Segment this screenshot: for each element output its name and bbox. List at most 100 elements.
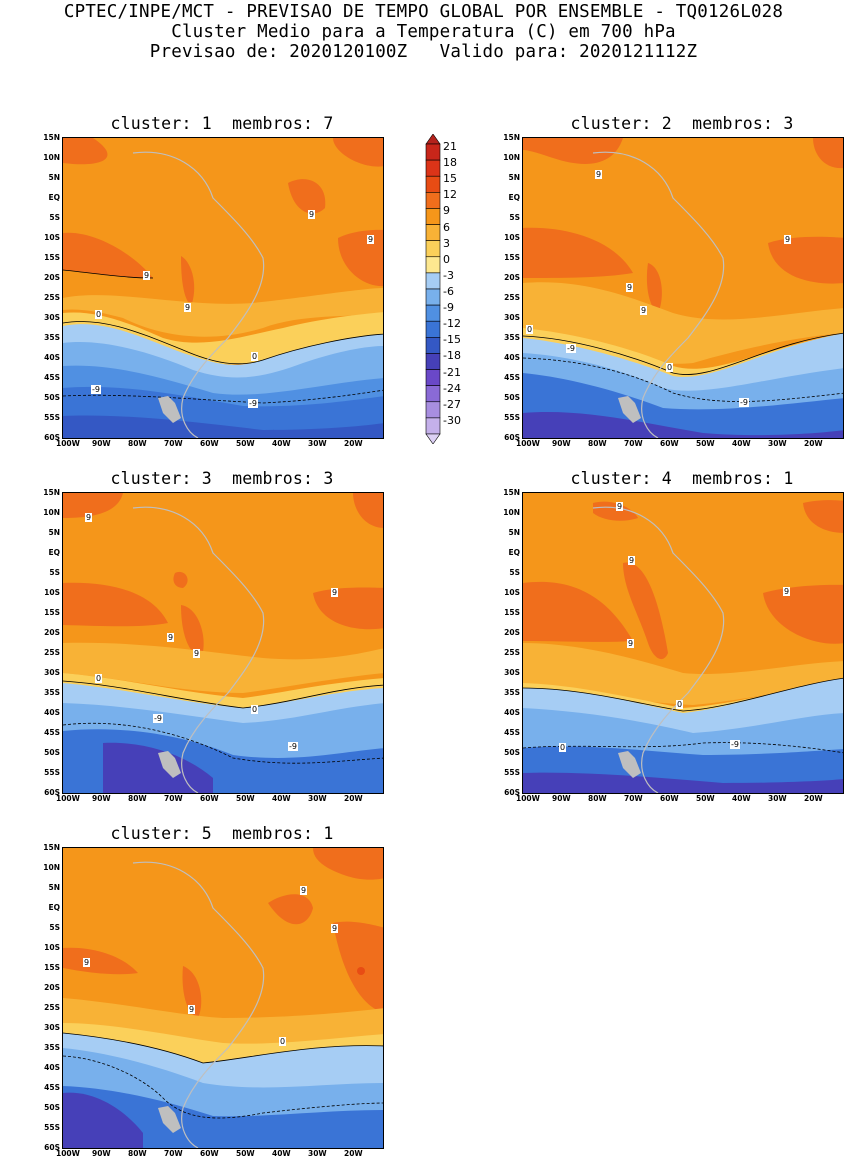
contour-label: 0 [251,705,259,714]
lat-tick-label: 5S [49,213,60,222]
lat-tick-label: 55S [44,1123,60,1132]
colorbar-label: 12 [443,188,457,202]
lat-tick-label: 15N [43,843,60,852]
lat-tick-label: 45S [44,1083,60,1092]
lon-tick-label: 50W [236,794,255,803]
lat-tick-label: 40S [44,708,60,717]
lat-tick-label: 25S [44,293,60,302]
colorbar-label: 21 [443,140,457,153]
lon-tick-label: 90W [92,1149,111,1158]
header-line-2: Cluster Medio para a Temperatura (C) em … [171,22,676,42]
colorbar-swatch [425,320,441,338]
colorbar-label: -12 [443,317,461,331]
contour-label: 9 [628,556,636,565]
lat-tick-label: 50S [44,748,60,757]
lon-tick-label: 40W [272,1149,291,1158]
lat-tick-label: 35S [44,1043,60,1052]
colorbar-top-arrow [425,133,441,145]
lat-tick-label: 25S [44,1003,60,1012]
lon-tick-label: 30W [308,439,327,448]
lat-tick-label: 5N [508,173,521,182]
colorbar-label: -3 [443,268,454,282]
map-panel-cluster-2 [522,137,844,439]
lat-tick-label: EQ [48,548,61,557]
lon-tick-label: 100W [516,794,540,803]
lon-tick-label: 80W [128,794,147,803]
colorbar-swatch [425,143,441,161]
colorbar-label: -18 [443,349,461,363]
lat-tick-label: 15S [44,963,60,972]
lat-tick-label: 55S [504,413,520,422]
lat-tick-label: 40S [44,1063,60,1072]
lon-tick-label: 40W [272,439,291,448]
contour-label: 9 [627,639,635,648]
lon-tick-label: 90W [552,794,571,803]
lat-tick-label: 5N [48,528,61,537]
lat-tick-label: 55S [44,413,60,422]
lon-tick-label: 70W [164,1149,183,1158]
lat-tick-label: 45S [504,728,520,737]
colorbar-swatch [425,159,441,177]
lat-tick-label: 40S [504,708,520,717]
lat-tick-label: EQ [508,548,521,557]
lat-tick-label: 15N [43,133,60,142]
panel-1-title: cluster: 1 membros: 7 [110,114,334,133]
lat-tick-label: 20S [504,628,520,637]
contour-label: 0 [251,352,259,361]
contour-label: 9 [188,1005,196,1014]
lon-tick-label: 100W [56,794,80,803]
lon-tick-label: 20W [344,794,363,803]
lat-tick-label: 5S [509,568,520,577]
lon-tick-label: 90W [92,439,111,448]
lon-tick-label: 50W [236,439,255,448]
lon-tick-label: 60W [660,794,679,803]
lat-tick-label: 35S [504,333,520,342]
colorbar-label: 6 [443,220,450,234]
header-line-3: Previsao de: 2020120100Z Valido para: 20… [149,42,698,62]
lon-tick-label: 80W [128,1149,147,1158]
lat-tick-label: 20S [44,983,60,992]
lon-tick-label: 70W [624,439,643,448]
lat-tick-label: 10S [44,588,60,597]
lon-tick-label: 80W [128,439,147,448]
lat-tick-label: 30S [44,313,60,322]
colorbar-label: -6 [443,285,454,298]
lat-tick-label: 20S [504,273,520,282]
lat-tick-label: 30S [44,1023,60,1032]
panel-2-title: cluster: 2 membros: 3 [570,114,794,133]
lat-tick-label: 25S [44,648,60,657]
lat-tick-label: 10N [503,153,520,162]
colorbar-swatch [425,369,441,386]
lat-tick-label: 60S [44,788,60,797]
lat-tick-label: 25S [504,648,520,657]
lon-tick-label: 50W [236,1149,255,1158]
lon-tick-label: 60W [200,1149,219,1158]
lat-tick-label: 15N [503,133,520,142]
colorbar-label: 9 [443,204,450,218]
colorbar-label: 18 [443,156,457,170]
lat-tick-label: 10N [503,508,520,517]
contour-label: 9 [626,283,634,292]
lat-tick-label: 10N [43,508,60,517]
panel-4-title: cluster: 4 membros: 1 [570,469,794,488]
lon-tick-label: 50W [696,439,715,448]
lat-tick-label: 15S [44,253,60,262]
colorbar [425,133,441,448]
panel-5-title: cluster: 5 membros: 1 [110,824,334,843]
lat-tick-label: 15S [44,608,60,617]
lon-tick-label: 60W [200,439,219,448]
contour-label: -9 [288,742,298,751]
lat-tick-label: 35S [504,688,520,697]
contour-label: -9 [730,740,740,749]
lon-tick-label: 20W [344,1149,363,1158]
lat-tick-label: 20S [44,628,60,637]
contour-label: 9 [83,958,91,967]
lat-tick-label: 60S [44,1143,60,1152]
lat-tick-label: 45S [44,373,60,382]
lat-tick-label: 5S [49,568,60,577]
lon-tick-label: 100W [516,439,540,448]
lat-tick-label: 10S [504,233,520,242]
lat-tick-label: 5N [48,883,61,892]
lat-tick-label: 15S [504,608,520,617]
lon-tick-label: 30W [308,794,327,803]
